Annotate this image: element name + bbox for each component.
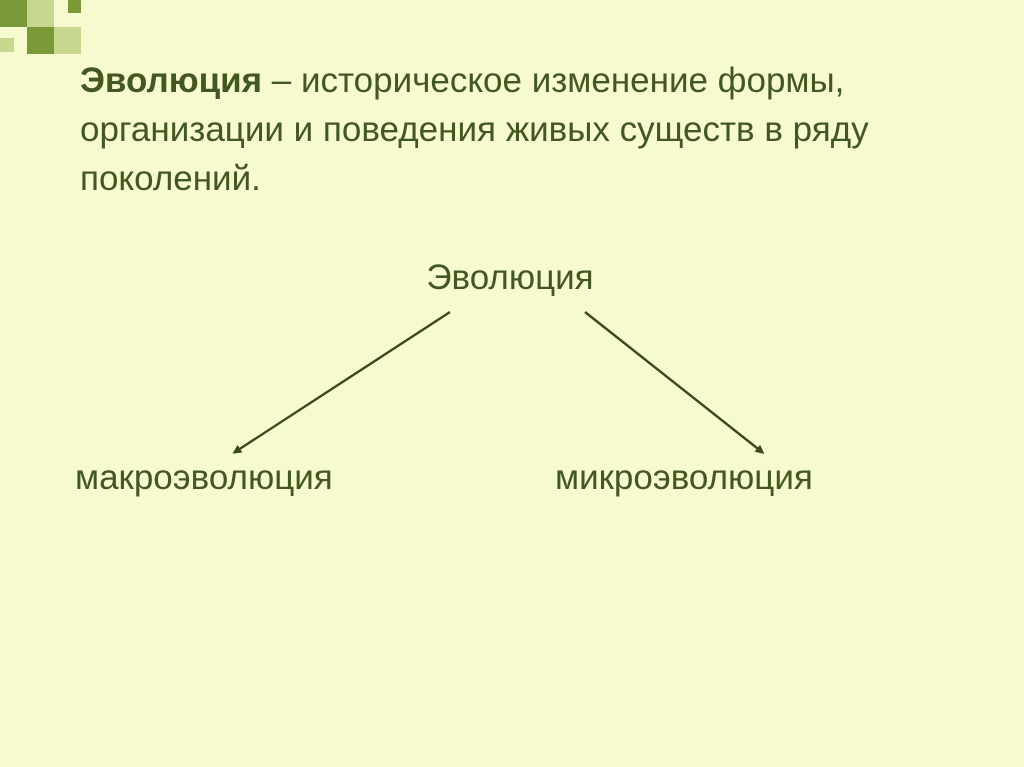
slide: Эволюция – историческое изменение формы,… bbox=[0, 0, 1024, 767]
diagram-right-label: микроэволюция bbox=[555, 458, 813, 498]
decoration-square bbox=[54, 27, 81, 54]
arrow-left bbox=[235, 312, 450, 452]
corner-decoration bbox=[0, 0, 110, 60]
decoration-square bbox=[27, 27, 54, 54]
diagram-root-label: Эволюция bbox=[300, 258, 720, 298]
definition-term: Эволюция bbox=[80, 61, 262, 100]
diagram-left-label: макроэволюция bbox=[75, 458, 333, 498]
decoration-square bbox=[27, 0, 54, 27]
decoration-square bbox=[0, 38, 14, 52]
decoration-square bbox=[0, 0, 27, 27]
arrow-right bbox=[585, 312, 762, 452]
decoration-square bbox=[68, 0, 81, 13]
definition-paragraph: Эволюция – историческое изменение формы,… bbox=[80, 56, 960, 203]
